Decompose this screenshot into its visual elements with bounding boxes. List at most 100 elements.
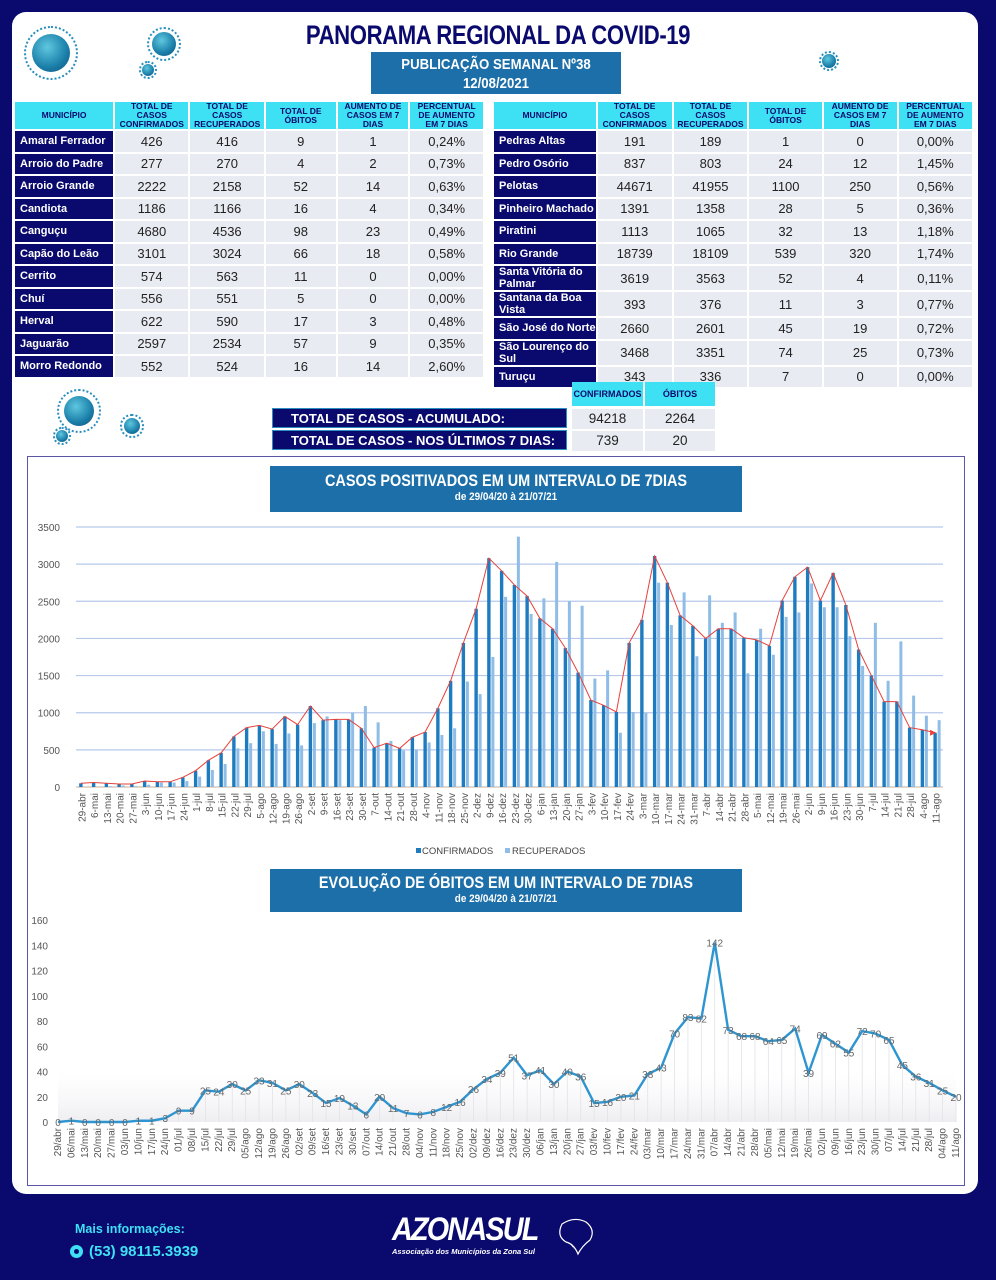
- x-tick-label: 19-mai: [779, 793, 790, 824]
- table-cell: 5: [823, 198, 897, 219]
- x-tick-label: 05/ago: [241, 1128, 252, 1159]
- x-tick-label: 26/mai: [804, 1128, 815, 1158]
- table-cell: 1: [749, 131, 822, 152]
- table-row: Pedras Altas 191 189 1 0 0,00%: [494, 131, 972, 152]
- y-tick-label: 0: [54, 783, 60, 794]
- bar-confirmed: [206, 760, 211, 787]
- bar-recovered: [287, 733, 291, 787]
- x-tick-label: 16-set: [332, 793, 343, 821]
- x-tick-label: 10/fev: [603, 1128, 614, 1155]
- x-tick-label: 5-mai: [753, 793, 764, 818]
- table-row: São José do Norte 2660 2601 45 19 0,72%: [494, 318, 972, 339]
- table-cell: 1,74%: [898, 243, 972, 264]
- table-cell: 336: [673, 366, 748, 387]
- table-cell: 1358: [673, 198, 748, 219]
- table-cell: 0: [337, 288, 409, 309]
- table-cell: 4536: [190, 221, 264, 242]
- table-cell: 0,77%: [898, 292, 972, 316]
- totals-row-7days-label: TOTAL DE CASOS - NOS ÚLTIMOS 7 DIAS:: [272, 430, 567, 450]
- data-label: 25: [200, 1086, 212, 1097]
- bar-recovered: [261, 731, 265, 787]
- bar-confirmed: [882, 701, 886, 787]
- x-tick-label: 31/mar: [696, 1127, 707, 1159]
- data-label: 1: [69, 1117, 75, 1128]
- bar-recovered: [631, 711, 635, 787]
- table-cell: 3: [337, 311, 409, 332]
- x-tick-label: 12-ago: [269, 793, 280, 825]
- x-tick-label: 13-mai: [103, 793, 114, 824]
- x-tick-label: 17-mar: [664, 792, 675, 824]
- table-cell: 3024: [190, 243, 264, 264]
- municipality-name: Jaguarão: [15, 333, 114, 354]
- x-tick-label: 10-jun: [154, 793, 165, 821]
- bar-recovered: [159, 782, 163, 787]
- phone-number: (53) 98115.3939: [89, 1243, 199, 1260]
- data-label: 30: [227, 1080, 239, 1091]
- x-tick-label: 16/dez: [495, 1128, 506, 1158]
- x-tick-label: 12/mai: [777, 1128, 788, 1158]
- x-tick-label: 21/abr: [737, 1127, 748, 1156]
- y-tick-label: 20: [37, 1093, 49, 1104]
- x-tick-label: 3-mar: [638, 792, 649, 819]
- bar-confirmed: [321, 720, 325, 787]
- deaths-chart-banner: EVOLUÇÃO DE ÓBITOS EM UM INTERVALO DE 7D…: [270, 869, 742, 912]
- table-row: Herval 622 590 17 3 0,48%: [15, 311, 483, 332]
- y-tick-label: 60: [37, 1042, 49, 1053]
- totals-accumulated-deaths: 2264: [645, 409, 715, 429]
- bar-recovered: [249, 743, 253, 787]
- bar-recovered: [300, 745, 304, 787]
- table-cell: 25: [823, 340, 897, 365]
- bar-recovered: [121, 785, 125, 787]
- bar-recovered: [325, 716, 329, 787]
- x-tick-label: 26/ago: [281, 1128, 292, 1159]
- table-cell: 4: [265, 153, 336, 174]
- table-cell: 0,56%: [898, 176, 972, 197]
- bar-recovered: [759, 628, 763, 787]
- bar-recovered: [223, 763, 227, 787]
- bar-confirmed: [767, 645, 772, 787]
- table-cell: 376: [673, 292, 748, 316]
- y-tick-label: 2500: [38, 597, 61, 608]
- bar-confirmed: [448, 680, 453, 787]
- data-label: 15: [589, 1099, 601, 1110]
- data-label: 1: [149, 1117, 155, 1128]
- y-tick-label: 120: [31, 967, 48, 978]
- municipality-name: Santa Vitória do Palmar: [494, 266, 596, 290]
- bar-recovered: [784, 616, 788, 787]
- x-tick-label: 30/jun: [871, 1128, 882, 1155]
- x-tick-label: 16/set: [321, 1128, 332, 1155]
- virus-icon: [139, 61, 157, 79]
- x-tick-label: 7-out: [371, 793, 382, 816]
- table-cell: 7: [749, 366, 822, 387]
- contact-phone[interactable]: (53) 98115.3939: [70, 1243, 198, 1260]
- x-tick-label: 17-fev: [613, 793, 624, 821]
- table-cell: 0,00%: [898, 366, 972, 387]
- table-cell: 0: [823, 366, 897, 387]
- table-cell: 3563: [673, 266, 748, 290]
- bar-recovered: [733, 612, 737, 787]
- x-tick-label: 9-set: [320, 793, 331, 815]
- bar-confirmed: [729, 628, 733, 787]
- municipality-name: São José do Norte: [494, 318, 596, 339]
- table-cell: 32: [749, 221, 822, 242]
- x-tick-label: 23/jun: [857, 1128, 868, 1155]
- bar-recovered: [210, 769, 214, 787]
- y-tick-label: 500: [43, 746, 60, 757]
- x-tick-label: 27/mai: [107, 1128, 118, 1158]
- column-header: TOTAL DE ÓBITOS: [749, 102, 822, 129]
- bar-confirmed: [754, 639, 759, 787]
- y-tick-label: 3500: [38, 523, 61, 534]
- x-tick-label: 05/mai: [763, 1128, 774, 1158]
- x-tick-label: 24/jun: [160, 1128, 171, 1155]
- table-cell: 14: [337, 356, 409, 377]
- data-label: 39: [495, 1069, 507, 1080]
- table-cell: 4: [823, 266, 897, 290]
- bar-recovered: [312, 723, 316, 787]
- data-label: 72: [857, 1027, 869, 1038]
- map-icon: [559, 1218, 593, 1256]
- x-tick-label: 28/abr: [750, 1127, 761, 1156]
- bar-confirmed: [742, 637, 746, 787]
- y-tick-label: 160: [31, 916, 48, 927]
- x-tick-label: 06/mai: [66, 1128, 77, 1158]
- x-tick-label: 29/jul: [227, 1128, 238, 1152]
